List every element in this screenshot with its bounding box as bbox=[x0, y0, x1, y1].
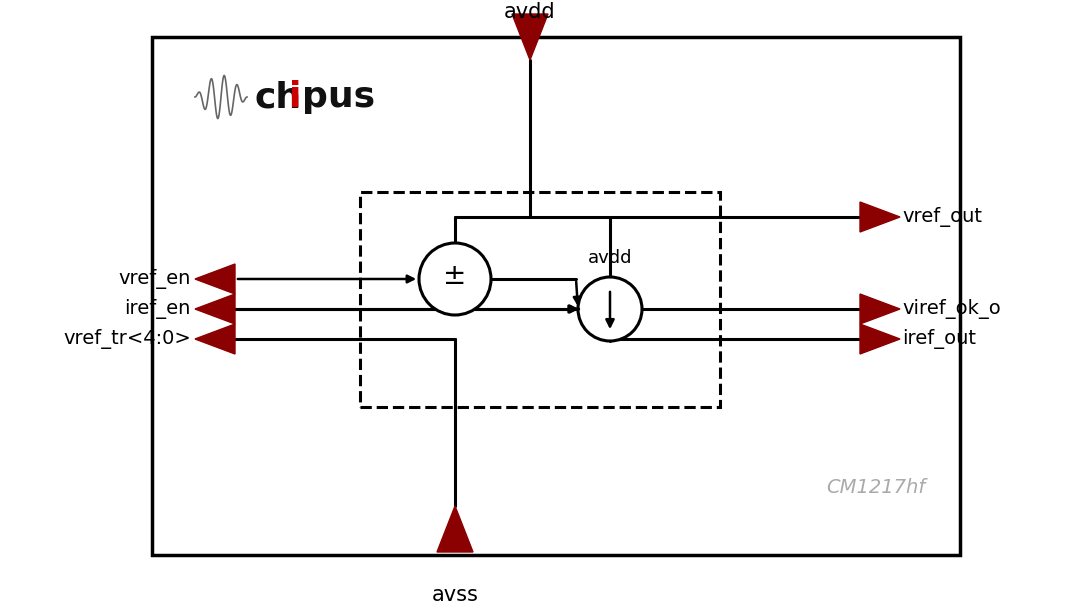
Bar bbox=[152, 37, 960, 555]
Text: avdd: avdd bbox=[504, 2, 556, 22]
Circle shape bbox=[419, 243, 491, 315]
Text: i: i bbox=[289, 80, 301, 114]
Polygon shape bbox=[860, 294, 900, 324]
Polygon shape bbox=[860, 202, 900, 232]
Text: viref_ok_o: viref_ok_o bbox=[902, 299, 1001, 319]
Polygon shape bbox=[512, 14, 548, 60]
Text: ±: ± bbox=[443, 262, 467, 290]
Text: CM1217hf: CM1217hf bbox=[826, 478, 924, 497]
Text: ch: ch bbox=[255, 80, 302, 114]
Polygon shape bbox=[195, 264, 235, 294]
Text: vref_tr<4:0>: vref_tr<4:0> bbox=[64, 329, 191, 349]
Bar bbox=[360, 192, 720, 407]
Circle shape bbox=[578, 277, 642, 341]
Text: avdd: avdd bbox=[588, 249, 632, 267]
Text: iref_en: iref_en bbox=[124, 299, 191, 319]
Polygon shape bbox=[437, 506, 473, 552]
Text: vref_en: vref_en bbox=[119, 269, 191, 289]
Text: avss: avss bbox=[432, 585, 478, 605]
Text: vref_out: vref_out bbox=[902, 207, 982, 227]
Text: iref_out: iref_out bbox=[902, 329, 976, 349]
Polygon shape bbox=[195, 294, 235, 324]
Polygon shape bbox=[860, 324, 900, 354]
Polygon shape bbox=[195, 324, 235, 354]
Text: pus: pus bbox=[302, 80, 375, 114]
